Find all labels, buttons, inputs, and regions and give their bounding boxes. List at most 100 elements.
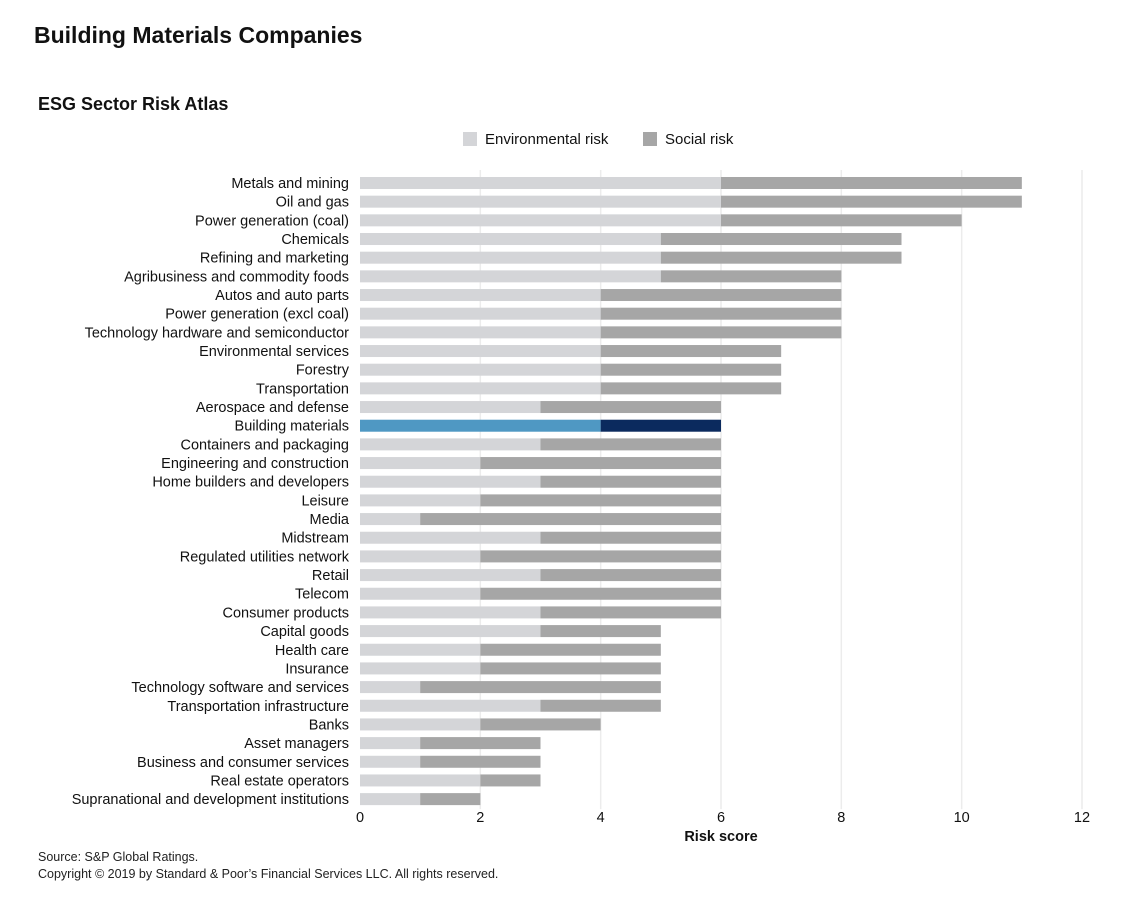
bar-environmental	[360, 550, 481, 563]
bar-social	[540, 438, 721, 451]
bar-environmental	[360, 457, 481, 470]
bar-social	[600, 382, 782, 395]
y-category-label: Home builders and developers	[152, 475, 349, 491]
bar-environmental	[360, 270, 661, 283]
y-category-label: Banks	[309, 717, 349, 733]
bar-social	[420, 681, 661, 694]
bar-social	[480, 662, 661, 675]
bar-environmental	[360, 195, 721, 208]
y-category-label: Transportation	[256, 381, 349, 397]
bar-environmental	[360, 494, 481, 507]
y-category-label: Engineering and construction	[161, 456, 349, 472]
bar-environmental	[360, 326, 601, 339]
y-category-label: Autos and auto parts	[215, 288, 349, 304]
bar-social	[480, 643, 661, 656]
y-category-label: Power generation (coal)	[195, 213, 349, 229]
y-category-label: Environmental services	[199, 344, 349, 360]
y-category-label: Metals and mining	[231, 176, 349, 192]
bar-environmental	[360, 289, 601, 302]
bar-social	[480, 718, 601, 731]
bar-environmental	[360, 345, 601, 358]
y-category-label: Capital goods	[260, 624, 349, 640]
bar-social	[420, 755, 541, 768]
page-title: Building Materials Companies	[34, 22, 363, 48]
bar-social	[540, 569, 721, 582]
legend-label-social: Social risk	[665, 131, 734, 148]
bar-environmental	[360, 662, 481, 675]
y-category-label: Technology hardware and semiconductor	[85, 325, 350, 341]
y-category-label: Business and consumer services	[137, 755, 349, 771]
legend-swatch-social	[643, 132, 657, 146]
y-category-label: Real estate operators	[210, 773, 349, 789]
bar-social	[540, 475, 721, 488]
bar-social	[721, 214, 962, 227]
bar-environmental	[360, 643, 481, 656]
y-category-label: Forestry	[296, 363, 350, 379]
bar-social	[540, 699, 661, 712]
y-category-label: Health care	[275, 643, 349, 659]
y-category-label: Containers and packaging	[181, 437, 349, 453]
bar-environmental	[360, 718, 481, 731]
bar-environmental	[360, 793, 421, 806]
bar-social	[600, 419, 721, 432]
bar-social	[420, 793, 481, 806]
y-category-label: Midstream	[281, 531, 349, 547]
bar-social	[660, 233, 902, 246]
chart-title: ESG Sector Risk Atlas	[38, 94, 229, 114]
y-category-label: Telecom	[295, 587, 349, 603]
y-category-label: Oil and gas	[276, 195, 349, 211]
bar-social	[600, 326, 842, 339]
bar-social	[540, 606, 721, 619]
bar-social	[660, 251, 902, 264]
bar-environmental	[360, 177, 721, 189]
bar-social	[660, 270, 842, 283]
bar-social	[600, 363, 782, 376]
y-category-label: Leisure	[301, 493, 349, 509]
bar-social	[540, 531, 721, 544]
bar-environmental	[360, 681, 421, 694]
bar-environmental	[360, 513, 421, 526]
y-category-label: Asset managers	[244, 736, 349, 752]
bar-social	[540, 401, 721, 414]
bar-environmental	[360, 363, 601, 376]
y-category-label: Chemicals	[281, 232, 349, 248]
legend-label-environmental: Environmental risk	[485, 131, 609, 148]
bar-environmental	[360, 531, 541, 544]
x-tick-label: 6	[717, 810, 725, 826]
bar-social	[600, 289, 842, 302]
bar-environmental	[360, 755, 421, 768]
bar-environmental	[360, 307, 601, 320]
bar-environmental	[360, 214, 721, 227]
y-category-label: Media	[310, 512, 350, 528]
legend: Environmental risk Social risk	[463, 131, 734, 148]
bar-social	[480, 774, 541, 787]
x-tick-label: 8	[837, 810, 845, 826]
x-tick-label: 4	[597, 810, 605, 826]
bar-environmental	[360, 251, 661, 264]
bar-social	[721, 177, 1022, 189]
bar-environmental	[360, 419, 601, 432]
y-category-label: Transportation infrastructure	[167, 699, 349, 715]
bar-environmental	[360, 569, 541, 582]
y-category-label: Consumer products	[222, 605, 349, 621]
bar-social	[420, 513, 721, 526]
bar-environmental	[360, 774, 481, 787]
x-tick-label: 2	[476, 810, 484, 826]
y-category-label: Agribusiness and commodity foods	[124, 269, 349, 285]
x-tick-label: 12	[1074, 810, 1090, 826]
source-note: Source: S&P Global Ratings.	[38, 850, 199, 864]
y-category-label: Building materials	[235, 419, 349, 435]
bar-environmental	[360, 382, 601, 395]
y-category-label: Regulated utilities network	[180, 549, 350, 565]
x-axis-label: Risk score	[684, 829, 757, 845]
bar-environmental	[360, 625, 541, 638]
x-tick-label: 0	[356, 810, 364, 826]
copyright-note: Copyright © 2019 by Standard & Poor’s Fi…	[38, 867, 499, 881]
y-category-label: Technology software and services	[131, 680, 349, 696]
bar-social	[721, 195, 1022, 208]
y-category-label: Retail	[312, 568, 349, 584]
bar-environmental	[360, 438, 541, 451]
bar-social	[480, 587, 721, 600]
bar-environmental	[360, 475, 541, 488]
